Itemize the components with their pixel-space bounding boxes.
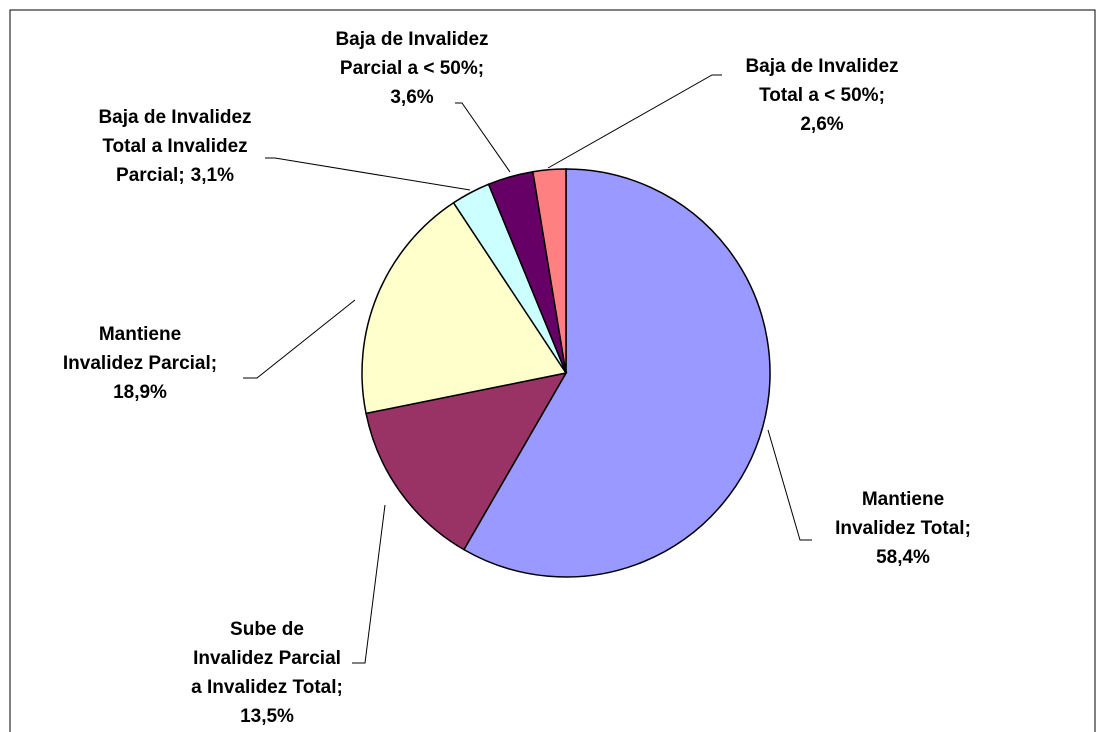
leader-line	[455, 102, 511, 173]
leader-line	[352, 504, 386, 664]
pie-slice	[365, 371, 568, 551]
value-label: 18,9%	[113, 382, 167, 403]
slice-label: Mantiene Invalidez Parcial;	[63, 324, 217, 374]
value-label: 58,4%	[876, 547, 930, 568]
pie-slice	[531, 168, 567, 374]
slice-label: Baja de Invalidez Total a Invalidez Parcia…	[98, 107, 251, 186]
leader-line	[767, 429, 812, 541]
value-label: 3,6%	[390, 87, 433, 108]
leader-line	[547, 74, 722, 169]
value-label: 13,5%	[240, 706, 294, 727]
value-label: 2,6%	[800, 114, 843, 135]
slice-label: Baja de Invalidez Total a < 50%;	[745, 56, 898, 106]
slice-label: Mantiene Invalidez Total;	[835, 489, 971, 539]
leader-line	[265, 157, 471, 191]
leader-line	[243, 299, 356, 379]
value-label: 3,1%	[191, 165, 234, 186]
slice-label: Sube de Invalidez Parcial a Invalidez Tota…	[191, 619, 343, 698]
pie-slice	[361, 201, 568, 415]
pie-slice	[462, 168, 771, 578]
slice-label: Baja de Invalidez Parcial a < 50%;	[335, 29, 488, 79]
